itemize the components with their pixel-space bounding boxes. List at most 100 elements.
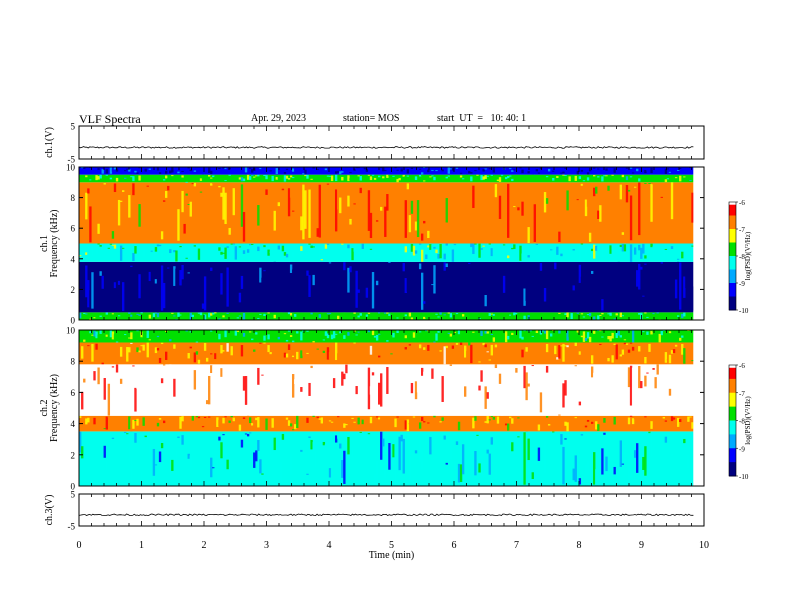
ytick-label: 6 <box>71 388 76 398</box>
colorbar-swatch <box>729 291 736 295</box>
colorbar-tick-label: -8 <box>739 253 745 261</box>
colorbar-swatch <box>729 439 736 444</box>
colorbar-swatch <box>729 417 736 421</box>
spectrogram-band <box>79 342 694 365</box>
colorbar-label: log(PSD)(V²/Hz) <box>744 231 752 280</box>
station-label: station= MOS <box>343 113 400 124</box>
colorbar-swatch <box>729 212 736 216</box>
colorbar-swatch <box>729 307 736 311</box>
colorbar-swatch <box>729 456 736 460</box>
colorbar-tick-label: -9 <box>739 280 745 288</box>
spectrogram-band <box>79 174 694 183</box>
colorbar-swatch <box>729 395 736 399</box>
colorbar-swatch <box>729 296 736 300</box>
colorbar-swatch <box>729 215 736 219</box>
colorbar-swatch <box>729 473 736 477</box>
ytick-label: 2 <box>71 285 76 295</box>
ytick-label: 10 <box>66 163 76 173</box>
colorbar-swatch <box>729 403 736 408</box>
colorbar-swatch <box>729 467 736 471</box>
colorbar-swatch <box>729 210 736 214</box>
colorbar-swatch <box>729 406 736 410</box>
ytick-label: -5 <box>68 155 76 165</box>
colorbar-swatch <box>729 409 736 413</box>
colorbar-tick-label: -8 <box>739 418 745 426</box>
colorbar-swatch <box>729 231 736 235</box>
colorbar-swatch <box>729 459 736 463</box>
colorbar-swatch <box>729 293 736 297</box>
colorbar-swatch <box>729 453 736 458</box>
ytick-label: 5 <box>71 122 76 132</box>
colorbar-swatch <box>729 376 736 380</box>
waveform-trace <box>78 513 694 517</box>
colorbar-swatch <box>729 392 736 397</box>
xtick-label: 6 <box>452 540 457 551</box>
xtick-label: 5 <box>389 540 394 551</box>
colorbar-swatch <box>729 389 736 394</box>
colorbar-swatch <box>729 448 736 452</box>
colorbar-swatch <box>729 256 736 260</box>
spectrogram-band <box>79 312 694 320</box>
colorbar-ch2-spectrogram: -6 -7 -8 -9 -10 log(PSD)(V²/Hz) <box>728 362 752 481</box>
colorbar-swatch <box>729 384 736 388</box>
ytick-label: -5 <box>68 522 76 532</box>
colorbar-swatch <box>729 398 736 402</box>
colorbar-swatch <box>729 220 736 225</box>
colorbar-swatch <box>729 272 736 276</box>
colorbar-swatch <box>729 207 736 211</box>
colorbar-swatch <box>729 431 736 435</box>
colorbar-label: log(PSD)(V²/Hz) <box>744 396 752 445</box>
colorbar-swatch <box>729 367 736 372</box>
spectrogram-band <box>79 243 694 262</box>
ch1-spectrogram-panel: ch.1 Frequency (kHz) 0 2 4 6 8 10 <box>39 163 705 326</box>
colorbar-swatch <box>729 301 736 306</box>
xtick-label: 9 <box>639 540 644 551</box>
colorbar-swatch <box>729 299 736 303</box>
colorbar-swatch <box>729 412 736 416</box>
colorbar-tick-label: -10 <box>739 473 749 481</box>
colorbar-swatch <box>729 288 736 292</box>
ytick-label: 8 <box>71 357 76 367</box>
spectrogram-texture <box>79 330 694 486</box>
colorbar-swatch <box>729 264 736 268</box>
no-data-region <box>693 167 704 320</box>
xtick-label: 0 <box>77 540 82 551</box>
xtick-label: 1 <box>139 540 144 551</box>
colorbar-swatch <box>729 202 736 206</box>
spectrogram-bands <box>79 167 694 320</box>
colorbar-swatch <box>729 470 736 474</box>
spectrogram-texture <box>79 167 694 321</box>
colorbar-swatch <box>729 420 736 424</box>
colorbar-tick-label: -6 <box>739 362 745 370</box>
colorbar-swatch <box>729 381 736 385</box>
colorbar-swatch <box>729 387 736 391</box>
colorbar-swatch <box>729 274 736 279</box>
ch3-waveform-panel: ch.3(V) 5 -5 <box>44 490 705 532</box>
xtick-label: 10 <box>699 540 709 551</box>
waveform-trace <box>78 146 694 149</box>
page-title: VLF Spectra <box>79 112 141 126</box>
colorbar-swatch <box>729 365 736 369</box>
colorbar-tick-label: -9 <box>739 445 745 453</box>
colorbar-swatch <box>729 285 736 289</box>
ylabel-ch2-spectrogram: ch.2 <box>39 400 50 417</box>
colorbar-tick-label: -7 <box>739 226 745 234</box>
ytick-label: 0 <box>71 316 76 326</box>
colorbar-swatch <box>729 423 736 427</box>
ytick-label: 2 <box>71 450 76 460</box>
colorbar-swatch <box>729 442 736 446</box>
colorbar-tick-label: -6 <box>739 199 745 207</box>
colorbar-swatch <box>729 401 736 405</box>
ylabel-ch1-spectrogram: Frequency (kHz) <box>49 209 60 277</box>
colorbar-swatch <box>729 280 736 284</box>
colorbar-swatch <box>729 269 736 273</box>
ch1-waveform-panel: ch.1(V) 5 -5 <box>44 122 705 165</box>
colorbar-swatch <box>729 414 736 419</box>
colorbar-swatch <box>729 437 736 441</box>
colorbar-swatch <box>729 266 736 270</box>
colorbar-swatch <box>729 462 736 466</box>
ytick-label: 4 <box>71 419 76 429</box>
ylabel-ch2-spectrogram: Frequency (kHz) <box>49 374 60 442</box>
colorbar-swatch <box>729 373 736 377</box>
